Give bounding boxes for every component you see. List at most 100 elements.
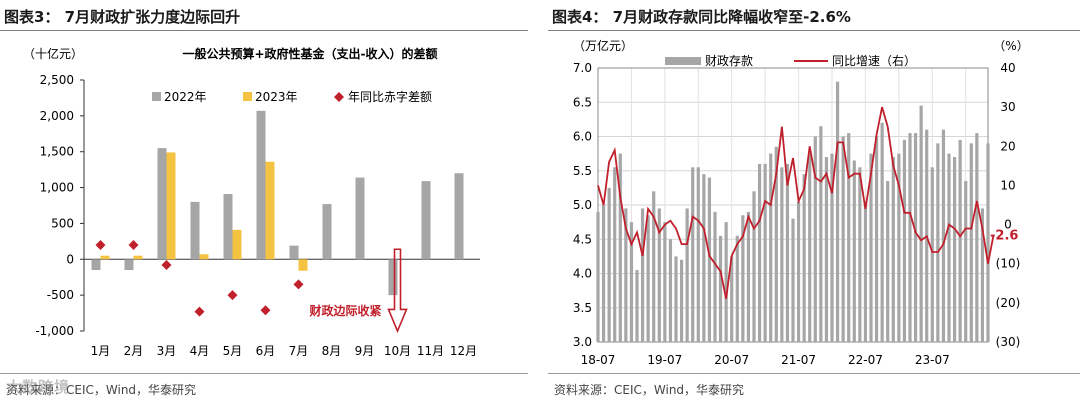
bar-2023 — [232, 229, 242, 260]
bar-fiscal-deposit — [596, 211, 600, 342]
bar-fiscal-deposit — [618, 153, 622, 342]
right-chart-panel: 图表4： 7月财政存款同比降幅收窄至-2.6% （万亿元） （%） 3.0 3.5 4.… — [548, 0, 1080, 411]
bar-fiscal-deposit — [652, 191, 656, 342]
left-tick-label: 3.0 — [573, 335, 592, 349]
legend-swatch-2022 — [152, 92, 161, 101]
bar-fiscal-deposit — [891, 157, 895, 342]
left-axis-label: （万亿元） — [573, 38, 633, 53]
bar-fiscal-deposit — [841, 136, 845, 342]
bar-2022 — [454, 173, 464, 260]
bar-2022 — [322, 204, 332, 260]
bar-fiscal-deposit — [886, 181, 890, 342]
source-note-left: 资料来源：CEIC，Wind，华泰研究 — [6, 383, 197, 397]
bar-2022 — [91, 259, 101, 271]
left-tick-label: 4.0 — [573, 267, 592, 281]
bar-2022 — [388, 259, 398, 296]
x-tick-label: 8月 — [322, 344, 342, 358]
left-chart-panel: 图表3： 7月财政扩张力度边际回升 （十亿元） 一般公共预算+政府性基金（支出-收… — [0, 0, 528, 411]
y-tick-label: 2,000 — [40, 109, 74, 123]
left-tick-label: 7.0 — [573, 61, 592, 75]
diamond-marker — [260, 305, 271, 316]
callout-value: -2.6 — [990, 229, 1018, 244]
bar-fiscal-deposit — [707, 177, 712, 342]
bar-fiscal-deposit — [735, 235, 739, 342]
title-rule-right — [548, 30, 1080, 31]
bar-fiscal-deposit — [802, 174, 806, 342]
y-tick-label: 2,500 — [40, 73, 74, 87]
left-tick-label: 5.5 — [573, 164, 592, 178]
annotation-label: 财政边际收紧 — [308, 303, 381, 318]
bar-fiscal-deposit — [724, 222, 728, 342]
x-tick-label: 21-07 — [781, 353, 816, 367]
bar-fiscal-deposit — [791, 218, 795, 342]
bar-fiscal-deposit — [780, 167, 784, 342]
bar-fiscal-deposit — [696, 167, 700, 342]
bar-fiscal-deposit — [769, 153, 773, 342]
bar-fiscal-deposit — [746, 211, 751, 342]
bar-fiscal-deposit — [629, 222, 634, 342]
bar-fiscal-deposit — [969, 143, 973, 342]
bar-fiscal-deposit — [757, 163, 762, 342]
diamond-marker — [227, 290, 238, 301]
left-tick-label: 3.5 — [573, 301, 592, 315]
bar-2022 — [421, 181, 431, 260]
bar-fiscal-deposit — [830, 153, 834, 342]
diamond-marker — [161, 260, 172, 271]
bar-fiscal-deposit — [613, 167, 617, 342]
source-note-right: 资料来源：CEIC，Wind，华泰研究 — [554, 383, 745, 397]
bar-fiscal-deposit — [691, 167, 695, 342]
x-tick-label: 12月 — [450, 344, 477, 358]
bar-fiscal-deposit — [819, 126, 823, 342]
bar-fiscal-deposit — [741, 215, 745, 342]
figure-title-left: 图表3： 7月财政扩张力度边际回升 — [4, 8, 241, 26]
source-rule-left — [0, 373, 528, 374]
bar-fiscal-deposit — [863, 201, 868, 342]
bar-fiscal-deposit — [668, 239, 673, 342]
bar-fiscal-deposit — [852, 160, 856, 342]
bar-2022 — [124, 259, 134, 271]
left-tick-label: 6.0 — [573, 130, 592, 144]
bar-fiscal-deposit — [897, 153, 901, 342]
bar-fiscal-deposit — [763, 163, 767, 342]
bar-fiscal-deposit — [601, 205, 606, 342]
x-tick-label: 6月 — [256, 344, 276, 358]
x-tick-label: 19-07 — [647, 353, 682, 367]
right-tick-label: (20) — [996, 296, 1021, 310]
legend-label-deposit: 财政存款 — [705, 54, 753, 68]
legend-swatch-2023 — [243, 92, 252, 101]
x-tick-label: 10月 — [384, 344, 411, 358]
watermark: 大数跨境 — [6, 378, 71, 396]
x-tick-label: 11月 — [417, 344, 444, 358]
bar-2022 — [190, 201, 200, 260]
bar-2022 — [256, 110, 266, 260]
bar-fiscal-deposit — [685, 208, 689, 342]
diamond-marker — [95, 239, 106, 250]
bar-fiscal-deposit — [947, 153, 951, 342]
bar-2022 — [223, 194, 233, 260]
bar-2022 — [157, 148, 167, 260]
bar-fiscal-deposit — [880, 122, 884, 342]
bar-fiscal-deposit — [713, 211, 717, 342]
y-tick-label: -1,000 — [35, 324, 74, 338]
bar-fiscal-deposit — [975, 133, 979, 342]
left-tick-label: 4.5 — [573, 232, 592, 246]
right-tick-label: 10 — [1000, 178, 1015, 192]
bar-fiscal-deposit — [930, 167, 934, 342]
x-tick-label: 23-07 — [915, 353, 950, 367]
bar-fiscal-deposit — [936, 143, 940, 342]
bar-fiscal-deposit — [752, 191, 756, 342]
right-tick-label: 20 — [1000, 139, 1015, 153]
y-tick-label: 1,500 — [40, 145, 74, 159]
y-tick-label: 500 — [51, 216, 74, 230]
bar-fiscal-deposit — [902, 139, 907, 342]
bar-fiscal-deposit — [952, 157, 957, 342]
bar-fiscal-deposit — [624, 208, 628, 342]
legend-diamond — [334, 92, 344, 102]
bar-fiscal-deposit — [679, 259, 684, 342]
bar-fiscal-deposit — [796, 201, 801, 342]
diamond-marker — [128, 239, 139, 250]
left-tick-label: 6.5 — [573, 95, 592, 109]
x-tick-label: 2月 — [124, 344, 144, 358]
bar-2022 — [355, 177, 365, 260]
x-tick-label: 22-07 — [848, 353, 883, 367]
